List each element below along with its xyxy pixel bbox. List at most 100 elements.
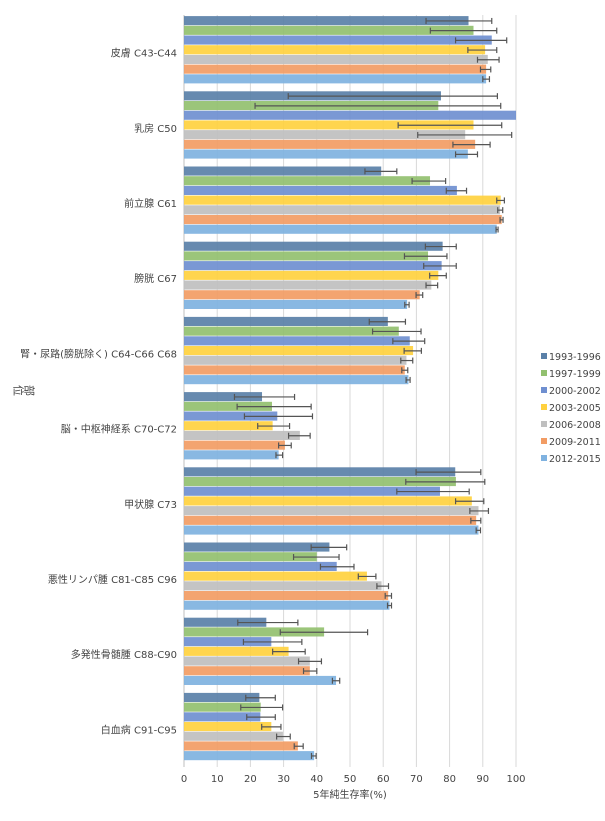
category-label: 甲状腺 C73 bbox=[124, 498, 177, 511]
legend-swatch bbox=[541, 353, 547, 359]
error-bar bbox=[364, 168, 398, 175]
legend-swatch bbox=[541, 438, 547, 444]
legend-label: 2000-2002 bbox=[549, 386, 601, 397]
bar bbox=[184, 712, 261, 722]
error-bar bbox=[415, 469, 482, 476]
bar bbox=[184, 666, 310, 676]
legend-swatch bbox=[541, 387, 547, 393]
error-bar bbox=[495, 226, 499, 233]
category-label: 前立腺 C61 bbox=[124, 197, 177, 210]
legend-swatch bbox=[541, 404, 547, 410]
error-bar bbox=[310, 544, 348, 551]
category-label: 皮膚 C43-C44 bbox=[111, 47, 177, 60]
x-tick-label: 80 bbox=[443, 774, 456, 785]
error-bar bbox=[425, 17, 493, 24]
bar bbox=[184, 365, 405, 375]
error-bar bbox=[275, 452, 284, 459]
error-bar bbox=[499, 216, 504, 223]
legend-label: 2003-2005 bbox=[549, 403, 601, 414]
error-bar bbox=[272, 648, 306, 655]
error-bar bbox=[278, 442, 292, 449]
bar bbox=[184, 430, 300, 440]
bar bbox=[184, 120, 474, 130]
bar bbox=[184, 617, 267, 627]
category-label: 悪性リンパ腫 C81-C85 C96 bbox=[48, 573, 177, 586]
bar bbox=[184, 336, 410, 346]
legend-swatch bbox=[541, 370, 547, 376]
error-bar bbox=[392, 338, 426, 345]
error-bar bbox=[331, 677, 341, 684]
bar bbox=[184, 600, 390, 610]
legend: 1993-1996 1997-1999 2000-2002 2003-2005 2006… bbox=[541, 352, 601, 465]
error-bar bbox=[454, 151, 479, 158]
bar bbox=[184, 542, 330, 552]
error-bar bbox=[257, 423, 291, 430]
bar bbox=[184, 166, 382, 176]
bar bbox=[184, 731, 283, 741]
bar bbox=[184, 25, 474, 35]
bar bbox=[184, 496, 472, 506]
error-bar bbox=[261, 723, 282, 730]
bar bbox=[184, 345, 414, 356]
bar bbox=[184, 401, 272, 411]
x-tick-label: 20 bbox=[244, 774, 257, 785]
bar bbox=[184, 355, 407, 365]
bar bbox=[184, 195, 501, 205]
error-bar bbox=[423, 262, 457, 269]
error-bar bbox=[292, 554, 340, 561]
bar bbox=[184, 450, 279, 460]
error-bar bbox=[236, 403, 312, 410]
error-bar bbox=[404, 301, 410, 308]
error-bar bbox=[482, 76, 491, 83]
error-bar bbox=[411, 178, 447, 185]
error-bar bbox=[386, 602, 393, 609]
error-bar bbox=[246, 714, 276, 721]
error-bar bbox=[425, 282, 439, 289]
error-bar bbox=[319, 563, 355, 570]
category-labels: 皮膚 C43-C44 乳房 C50 前立腺 C61 膀胱 C67 腎・尿路(膀胱除く) … bbox=[20, 47, 177, 737]
bar bbox=[184, 74, 487, 84]
bar bbox=[184, 130, 466, 140]
error-bar bbox=[240, 704, 284, 711]
error-bar bbox=[254, 102, 502, 109]
y-axis-label: 部位 bbox=[13, 384, 36, 397]
x-tick-label: 30 bbox=[277, 774, 290, 785]
error-bar bbox=[417, 131, 513, 138]
error-bar bbox=[497, 207, 504, 214]
error-bar bbox=[479, 66, 492, 73]
category-label: 乳房 C50 bbox=[134, 122, 177, 135]
category-label: 膀胱 C67 bbox=[134, 272, 177, 285]
bar bbox=[184, 637, 272, 647]
error-bar bbox=[276, 733, 291, 740]
bar bbox=[184, 375, 409, 385]
category-label: 多発性骨髄腫 C88-C90 bbox=[71, 648, 177, 661]
error-bar bbox=[454, 37, 508, 44]
x-tick-label: 100 bbox=[506, 774, 525, 785]
error-bar bbox=[429, 27, 498, 34]
bar bbox=[184, 224, 497, 234]
category-label: 脳・中枢神経系 C70-C72 bbox=[61, 423, 177, 436]
error-bar bbox=[496, 197, 505, 204]
bar bbox=[184, 467, 456, 477]
legend-swatch bbox=[541, 421, 547, 427]
error-bar bbox=[242, 638, 303, 645]
error-bar bbox=[415, 292, 424, 299]
x-tick-label: 10 bbox=[211, 774, 224, 785]
legend-label: 2006-2008 bbox=[549, 420, 601, 431]
error-bar bbox=[245, 694, 276, 701]
error-bar bbox=[452, 141, 491, 148]
legend-label: 1997-1999 bbox=[549, 369, 601, 380]
bar bbox=[184, 571, 367, 581]
error-bars bbox=[233, 17, 513, 759]
error-bar bbox=[401, 367, 409, 374]
error-bar bbox=[470, 517, 482, 524]
bar bbox=[184, 205, 501, 215]
x-axis-label: 5年純生存率(%) bbox=[313, 788, 387, 801]
error-bar bbox=[469, 507, 490, 514]
bar bbox=[184, 139, 476, 149]
x-tick-labels: 0 10 20 30 40 50 60 70 80 90 100 bbox=[181, 774, 526, 785]
error-bar bbox=[243, 413, 314, 420]
error-bar bbox=[237, 619, 299, 626]
legend-label: 2012-2015 bbox=[549, 454, 601, 465]
bar bbox=[184, 741, 298, 751]
